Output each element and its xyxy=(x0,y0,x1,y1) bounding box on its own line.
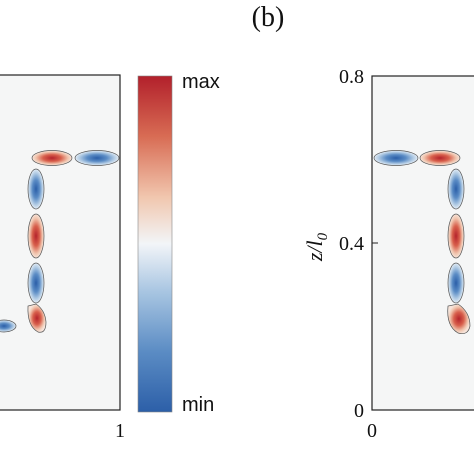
colorbar-gradient xyxy=(137,75,173,413)
lobe-red xyxy=(447,213,465,259)
lobe-red xyxy=(27,213,45,259)
left-panel: 1 xyxy=(0,74,125,442)
lobe-red-corner xyxy=(447,303,471,335)
y-label-main: z/l xyxy=(302,240,327,262)
left-plot-area xyxy=(0,74,121,411)
panel-label: (b) xyxy=(252,2,285,33)
lobe-red-corner xyxy=(27,303,47,333)
lobe-red xyxy=(419,150,461,166)
right-lobes xyxy=(373,150,471,335)
right-y-tick-label: 0.8 xyxy=(339,66,364,88)
y-label-subscript: 0 xyxy=(315,232,331,240)
lobe-blue xyxy=(74,150,120,166)
left-x-tick-label: 1 xyxy=(115,420,125,442)
left-lobes xyxy=(0,150,120,333)
right-y-tick-label: 0.4 xyxy=(339,233,364,255)
colorbar-min-label: min xyxy=(182,394,214,416)
lobe-red xyxy=(31,150,73,166)
colorbar: max min xyxy=(137,71,220,416)
lobe-blue xyxy=(447,168,465,210)
lobe-blue xyxy=(373,150,419,166)
right-x-tick-label: 0 xyxy=(367,420,377,442)
right-panel: 0.8 0.4 0 z/l0 0 xyxy=(302,66,474,442)
lobe-blue xyxy=(27,168,45,210)
svg-text:z/l0: z/l0 xyxy=(302,232,331,262)
lobe-blue xyxy=(0,319,17,333)
colorbar-max-label: max xyxy=(182,71,220,93)
lobe-blue xyxy=(27,262,45,304)
lobe-blue xyxy=(447,262,465,304)
right-y-tick-label: 0 xyxy=(354,400,364,422)
right-y-axis-label: z/l0 xyxy=(302,232,331,262)
